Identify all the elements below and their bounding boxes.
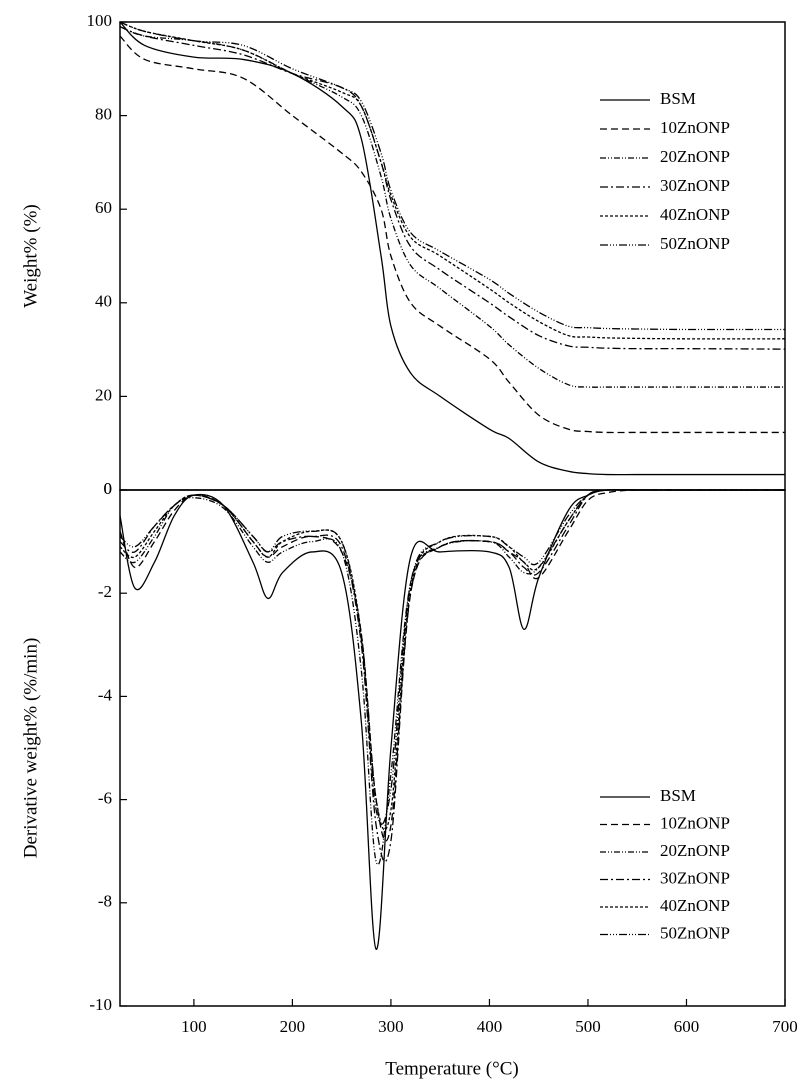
- x-tick-label: 600: [674, 1017, 700, 1036]
- legend-label: BSM: [660, 786, 696, 805]
- y-tick-label: -8: [98, 892, 112, 911]
- legend-label: 20ZnONP: [660, 841, 730, 860]
- y-axis-title: Weight% (%): [20, 204, 41, 307]
- x-tick-label: 500: [575, 1017, 601, 1036]
- legend-label: 40ZnONP: [660, 896, 730, 915]
- y-tick-label: -4: [98, 685, 113, 704]
- x-tick-label: 700: [772, 1017, 798, 1036]
- data-line: [119, 488, 785, 950]
- y-tick-label: 0: [104, 479, 113, 498]
- legend-label: 10ZnONP: [660, 118, 730, 137]
- legend-label: 50ZnONP: [660, 923, 730, 942]
- legend-label: 10ZnONP: [660, 813, 730, 832]
- legend-label: 40ZnONP: [660, 205, 730, 224]
- data-line: [119, 26, 786, 350]
- y-tick-label: 100: [87, 11, 113, 30]
- data-line: [119, 488, 785, 831]
- y-tick-label: 0: [104, 479, 113, 498]
- x-axis-title: Temperature (°C): [385, 1058, 518, 1079]
- data-line: [119, 488, 785, 865]
- y-tick-label: -2: [98, 582, 112, 601]
- x-tick-label: 400: [477, 1017, 503, 1036]
- y-axis-title: Derivative weight% (%/min): [20, 638, 41, 859]
- y-tick-label: -10: [89, 995, 112, 1014]
- data-line: [119, 26, 785, 388]
- data-line: [119, 35, 785, 434]
- y-tick-label: 20: [95, 385, 112, 404]
- legend-label: 30ZnONP: [660, 176, 730, 195]
- x-tick-label: 200: [280, 1017, 306, 1036]
- y-tick-label: 40: [95, 292, 112, 311]
- y-tick-label: 60: [95, 198, 112, 217]
- data-line: [119, 488, 785, 825]
- x-tick-label: 300: [378, 1017, 404, 1036]
- data-line: [119, 21, 786, 340]
- legend-label: BSM: [660, 89, 696, 108]
- y-tick-label: 80: [95, 105, 112, 124]
- legend-label: 20ZnONP: [660, 147, 730, 166]
- data-line: [119, 488, 785, 863]
- data-line: [119, 21, 786, 331]
- legend-label: 50ZnONP: [660, 234, 730, 253]
- y-tick-label: -6: [98, 789, 112, 808]
- x-tick-label: 100: [181, 1017, 207, 1036]
- data-line: [119, 21, 785, 476]
- legend-label: 30ZnONP: [660, 868, 730, 887]
- plot-frame: [119, 489, 786, 1007]
